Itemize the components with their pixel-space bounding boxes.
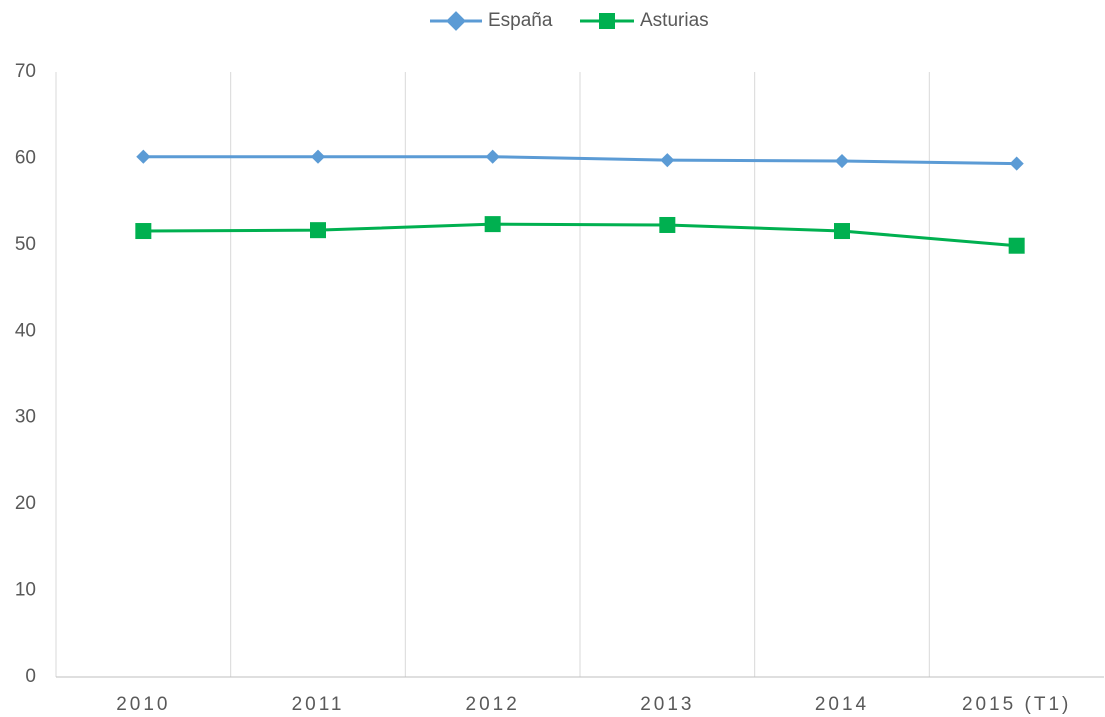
- marker: [834, 153, 850, 169]
- x-tick-label: 2012: [466, 694, 520, 715]
- y-tick-label: 20: [15, 493, 36, 514]
- marker: [310, 222, 326, 239]
- x-tick-label: 2011: [292, 694, 345, 715]
- x-tick-label: 2015 (T1): [962, 694, 1071, 715]
- marker: [484, 216, 501, 233]
- marker: [485, 149, 500, 164]
- y-tick-label: 30: [15, 407, 36, 428]
- y-tick-label: 40: [15, 320, 36, 341]
- marker: [1008, 237, 1025, 254]
- marker: [1009, 156, 1024, 171]
- series-line: [143, 222, 1017, 248]
- marker: [135, 223, 152, 240]
- marker: [660, 153, 675, 168]
- x-tick-label: 2010: [116, 694, 170, 715]
- x-tick-label: 2014: [815, 694, 869, 715]
- legend-marker: [446, 11, 466, 31]
- y-tick-label: 0: [25, 666, 36, 687]
- legend-label: España: [488, 10, 553, 31]
- series-line: [143, 155, 1017, 166]
- legend-marker: [599, 13, 615, 29]
- legend: España Asturias: [430, 10, 709, 31]
- y-tick-label: 50: [15, 234, 36, 255]
- marker: [834, 223, 850, 240]
- y-tick-label: 70: [15, 61, 36, 82]
- marker: [136, 149, 151, 164]
- legend-label: Asturias: [640, 10, 709, 31]
- marker: [310, 149, 326, 164]
- marker: [659, 216, 676, 233]
- y-tick-label: 60: [15, 147, 36, 168]
- y-tick-label: 10: [15, 580, 36, 601]
- x-tick-label: 2013: [640, 694, 694, 715]
